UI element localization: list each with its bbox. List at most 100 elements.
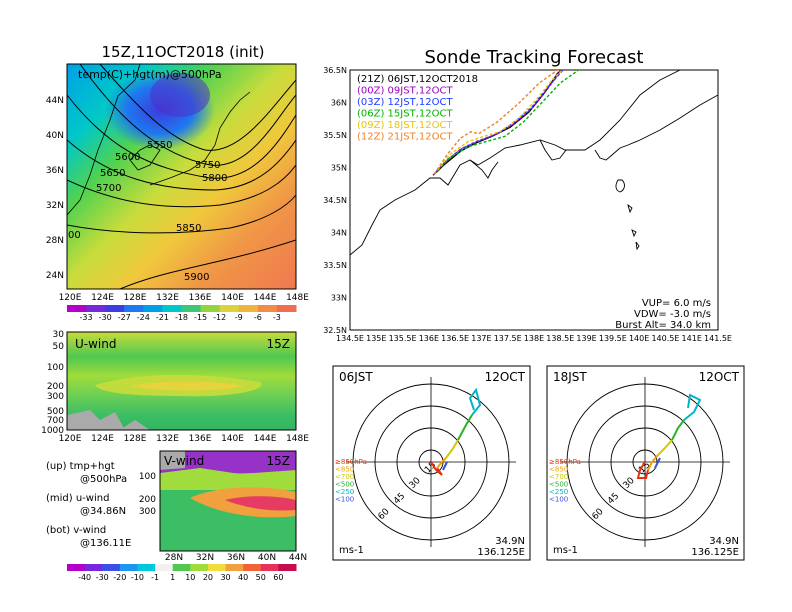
note-bot: (bot) v-wind: [46, 525, 106, 536]
map-lat-label: 28N: [46, 236, 64, 246]
wind-colorbar-cell: [67, 564, 86, 571]
track-lon-label: 141.5E: [704, 334, 732, 343]
u-wind-lon-label: 128E: [124, 434, 147, 444]
temp-colorbar-cell: [67, 305, 87, 312]
japan-coastline: [149, 91, 251, 186]
track-lon-label: 136E: [419, 334, 439, 343]
hodograph-left-time: 06JST: [339, 370, 373, 384]
hodograph-level-legend: <850: [549, 466, 568, 474]
u-wind-time: 15Z: [267, 337, 291, 351]
u-wind-jet-core: [130, 381, 245, 391]
wind-colorbar-cell: [119, 564, 138, 571]
u-wind-pressure-label: 100: [47, 363, 64, 373]
temp-colorbar-cell: [257, 305, 278, 312]
contour-label-5600: 5600: [115, 152, 140, 163]
hodograph-level-legend: <100: [335, 496, 354, 504]
track-lon-label: 137.5E: [494, 334, 522, 343]
temp-colorbar-label: -9: [235, 313, 243, 322]
track-legend-item: (09Z) 18JST,12OCT: [357, 120, 453, 131]
panel-notes: (up) tmp+hgt @500hPa (mid) u-wind @34.86…: [46, 461, 131, 549]
u-wind-pressure-label: 500: [47, 407, 64, 417]
v-wind-jet-core: [225, 496, 296, 511]
v-wind-title: V-wind: [164, 454, 204, 468]
track-legend-item: (03Z) 12JST,12OCT: [357, 97, 453, 108]
track-lon-label: 140E: [629, 334, 649, 343]
temp-colorbar-label: -21: [156, 313, 169, 322]
hodograph-level-legend: <250: [335, 488, 354, 496]
temp-colorbar-cell: [105, 305, 125, 312]
init-title: 15Z,11OCT2018 (init): [101, 43, 264, 61]
map-lon-label: 136E: [189, 293, 212, 303]
track-lat-label: 34.5N: [323, 196, 347, 205]
u-wind-lon-label: 124E: [91, 434, 114, 444]
v-wind-time: 15Z: [267, 454, 291, 468]
hodograph-level-legend: <500: [549, 481, 568, 489]
contour-label-5800: 5800: [202, 173, 227, 184]
u-wind-pressure-label: 700: [47, 416, 64, 426]
wind-colorbar-label: 30: [220, 573, 230, 582]
contour-label-5850: 5850: [176, 223, 201, 234]
note-mid-sub: @34.86N: [80, 506, 126, 517]
temp-colorbar-label: -12: [213, 313, 226, 322]
u-wind-frame: [66, 331, 297, 431]
contour-label-partial: 00: [68, 230, 81, 241]
temp-colorbar-cell: [276, 305, 297, 312]
map-lat-label: 36N: [46, 166, 64, 176]
u-wind-pressure-label: 30: [53, 330, 65, 340]
track-legend-item: (00Z) 09JST,12OCT: [357, 86, 453, 97]
height-contours: [67, 64, 296, 289]
track-legend-item: (21Z) 06JST,12OCT2018: [357, 74, 478, 85]
track-series: [432, 70, 581, 176]
map-lon-label: 140E: [221, 293, 244, 303]
temp-colorbar-cell: [143, 305, 163, 312]
wind-colorbar-label: -1: [151, 573, 159, 582]
track-lon-label: 137E: [471, 334, 491, 343]
note-up-sub: @500hPa: [80, 474, 127, 485]
cold-core-inner: [150, 73, 210, 117]
wind-colorbar: -40 -30 -20 -10 -1 1 10 20 30 40 50 60: [67, 564, 297, 582]
wind-colorbar-cell: [243, 564, 262, 571]
temperature-colorbar: -33 -30 -27 -24 -21 -18 -15 -12 -9 -6 -3: [67, 305, 297, 322]
v-wind-band: [160, 468, 296, 490]
temp-colorbar-cell: [238, 305, 259, 312]
hodograph-right-lon: 136.125E: [691, 547, 739, 558]
temp-colorbar-label: -27: [118, 313, 131, 322]
temp-colorbar-label: -33: [80, 313, 93, 322]
vdw-text: VDW= -3.0 m/s: [634, 309, 711, 320]
temp-colorbar-cell: [124, 305, 144, 312]
v-wind-lat-label: 36N: [227, 553, 245, 563]
note-up: (up) tmp+hgt: [46, 461, 115, 472]
hodograph-right-date: 12OCT: [699, 370, 740, 384]
track-map-frame: [349, 69, 719, 331]
wind-colorbar-label: 40: [238, 573, 248, 582]
track-lat-label: 36N: [331, 99, 347, 108]
track-legend-item: (12Z) 21JST,12OCT: [357, 132, 453, 143]
track-lon-label: 138E: [524, 334, 544, 343]
u-wind-pressure-label: 200: [47, 382, 64, 392]
track-line: [433, 70, 564, 175]
v-wind-lat-label: 28N: [165, 553, 183, 563]
hodograph-trace: [445, 439, 459, 459]
hodograph-right-unit: ms-1: [553, 545, 578, 556]
u-wind-terrain: [67, 410, 125, 430]
temp-colorbar-label: -15: [194, 313, 207, 322]
hodograph-trace: [442, 461, 448, 471]
u-wind-pressure-label: 1000: [41, 426, 64, 436]
track-lon-label: 135.5E: [389, 334, 417, 343]
hodograph-level-legend: ≥850hPa: [549, 458, 581, 466]
balloon-params: VUP= 6.0 m/s VDW= -3.0 m/s Burst Alt= 34…: [615, 298, 711, 331]
hodograph-trace: [436, 457, 447, 469]
hodograph-level-legend: <250: [549, 488, 568, 496]
map-lon-label: 148E: [286, 293, 309, 303]
track-lat-label: 35.5N: [323, 131, 347, 140]
map-lat-labels: 44N 40N 36N 32N 28N 24N: [46, 96, 64, 281]
track-lat-labels: 36.5N 36N 35.5N 35N 34.5N 34N 33.5N 33N 32.5N: [323, 66, 347, 335]
asia-coastline: [67, 64, 141, 216]
forecast-title: Sonde Tracking Forecast: [425, 47, 644, 68]
wind-colorbar-label: -10: [131, 573, 144, 582]
wind-colorbar-label: 20: [203, 573, 213, 582]
hodograph-left-unit: ms-1: [339, 545, 364, 556]
wind-colorbar-cell: [102, 564, 121, 571]
